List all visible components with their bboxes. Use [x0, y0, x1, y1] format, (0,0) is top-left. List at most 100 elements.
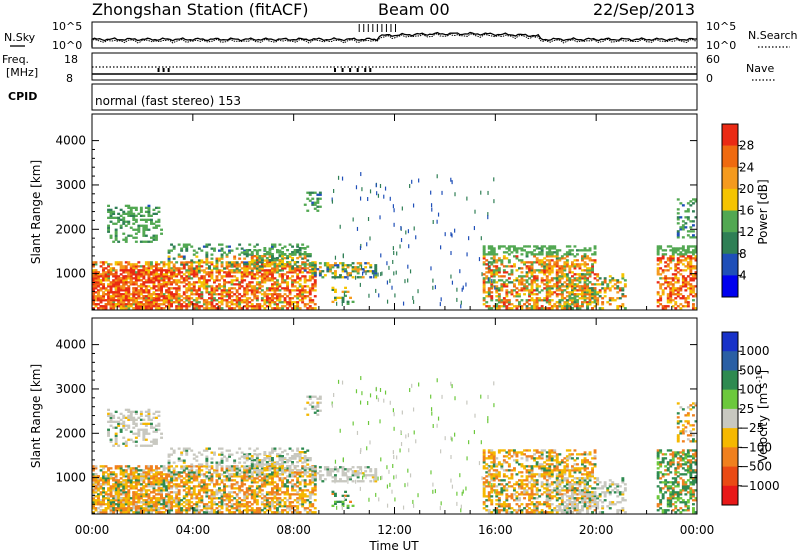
- power-cell: [684, 259, 688, 262]
- velocity-cell: [210, 503, 214, 506]
- power-cell: [407, 278, 409, 283]
- velocity-cell: [210, 505, 214, 508]
- power-cell: [150, 287, 153, 290]
- power-cell: [369, 236, 371, 241]
- power-cell: [127, 295, 131, 298]
- power-cell: [230, 271, 234, 274]
- power-cell: [576, 273, 579, 276]
- power-cell: [313, 303, 317, 306]
- power-cell: [210, 301, 214, 304]
- power-cell: [223, 251, 226, 254]
- velocity-cell: [293, 509, 297, 512]
- power-cell: [276, 269, 279, 272]
- velocity-cell: [104, 465, 108, 468]
- velocity-cell: [107, 489, 110, 492]
- power-cell: [137, 226, 141, 229]
- power-cell: [573, 277, 577, 280]
- velocity-cell: [220, 511, 224, 514]
- power-cell: [656, 271, 660, 274]
- power-cell: [175, 267, 179, 270]
- power-cell: [545, 293, 549, 296]
- power-cell: [182, 263, 186, 266]
- velocity-cell: [265, 491, 269, 494]
- velocity-cell: [230, 465, 234, 468]
- power-cell: [681, 259, 685, 262]
- power-cell: [278, 265, 282, 268]
- power-cell: [671, 279, 675, 282]
- power-cell: [535, 275, 539, 278]
- power-cell: [218, 279, 221, 282]
- power-cell: [583, 255, 587, 258]
- power-cell: [268, 253, 272, 256]
- power-cell: [656, 251, 660, 254]
- velocity-cell: [144, 473, 148, 476]
- power-cell: [676, 291, 680, 294]
- power-cell: [202, 299, 206, 302]
- power-cell: [681, 297, 685, 300]
- power-cell: [182, 301, 186, 304]
- power-cell: [137, 224, 141, 227]
- velocity-cell: [220, 501, 224, 504]
- power-cell: [265, 257, 269, 260]
- velocity-cell: [268, 503, 272, 506]
- power-cell: [550, 255, 554, 258]
- power-cell: [608, 287, 612, 290]
- power-cell: [99, 295, 103, 298]
- power-cell: [583, 283, 587, 286]
- power-ylabel: Slant Range [km]: [29, 160, 43, 264]
- power-cell: [603, 289, 607, 292]
- velocity-cell: [117, 467, 121, 470]
- power-cell: [586, 287, 589, 290]
- velocity-cell: [301, 491, 305, 494]
- power-cell: [112, 216, 116, 219]
- power-cell: [99, 279, 103, 282]
- velocity-cell: [293, 499, 297, 502]
- velocity-cell: [170, 465, 173, 468]
- power-cell: [291, 253, 294, 256]
- power-cell: [548, 293, 552, 296]
- power-cell: [202, 287, 206, 290]
- power-cell: [296, 293, 300, 296]
- power-cell: [689, 287, 693, 290]
- power-cell: [147, 273, 151, 276]
- power-cell: [354, 270, 358, 273]
- power-cell: [377, 193, 380, 198]
- velocity-cell: [190, 487, 194, 490]
- power-cell: [240, 275, 244, 278]
- power-cell: [278, 289, 282, 292]
- power-cell: [175, 279, 179, 282]
- velocity-cell: [165, 503, 168, 506]
- power-cell: [124, 265, 128, 268]
- velocity-cell: [147, 489, 151, 492]
- velocity-cell: [150, 471, 153, 474]
- power-cell: [686, 202, 690, 205]
- power-cell: [684, 279, 688, 282]
- power-cell: [656, 253, 660, 256]
- power-cell: [228, 251, 231, 254]
- power-cell: [581, 277, 584, 280]
- power-cell: [588, 289, 592, 292]
- velocity-cell: [245, 487, 249, 490]
- velocity-cell: [286, 505, 289, 508]
- velocity-cell: [190, 469, 194, 472]
- velocity-cell: [215, 491, 219, 494]
- velocity-cell: [97, 485, 100, 488]
- power-cell: [583, 297, 587, 300]
- velocity-cell: [278, 477, 282, 480]
- velocity-cell: [127, 467, 131, 470]
- power-cell: [692, 230, 695, 233]
- power-cell: [250, 307, 254, 310]
- power-cell: [375, 183, 377, 188]
- power-cell: [248, 285, 252, 288]
- power-cell: [213, 249, 216, 252]
- power-cell: [694, 216, 698, 219]
- power-cell: [215, 275, 219, 278]
- power-cell: [210, 299, 214, 302]
- power-cell: [436, 174, 438, 179]
- power-cell: [243, 269, 247, 272]
- power-cell: [656, 299, 660, 302]
- power-cell: [669, 257, 673, 260]
- velocity-cell: [142, 473, 146, 476]
- power-cell: [502, 299, 506, 302]
- velocity-cell: [278, 511, 282, 514]
